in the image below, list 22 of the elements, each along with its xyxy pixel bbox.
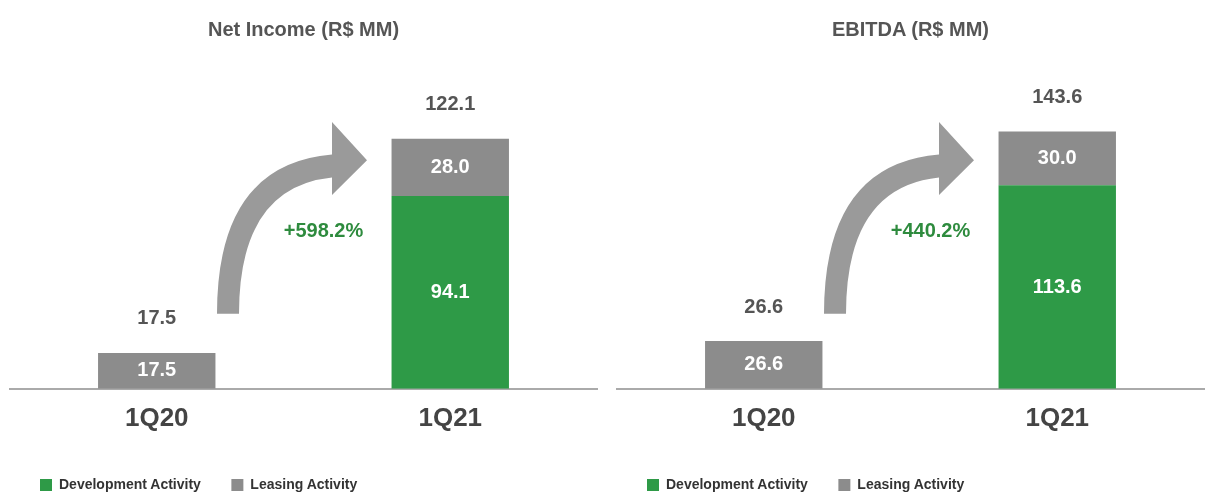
legend-label: Development Activity xyxy=(666,475,809,492)
chart-title: Net Income (R$ MM) xyxy=(207,17,400,40)
annotation: +440.2% xyxy=(890,218,971,241)
x-tick-label: 1Q20 xyxy=(731,401,796,432)
data-label: 113.6 xyxy=(1032,274,1082,297)
data-label: 17.5 xyxy=(137,358,177,381)
chart-title: EBITDA (R$ MM) xyxy=(831,17,990,40)
x-tick-label: 1Q20 xyxy=(124,401,189,432)
x-tick-label: 1Q21 xyxy=(418,401,483,432)
data-label: 26.6 xyxy=(744,352,784,375)
total-label: 143.6 xyxy=(1032,84,1083,107)
legend-label: Leasing Activity xyxy=(857,475,965,492)
total-label: 122.1 xyxy=(425,92,476,115)
x-tick-label: 1Q21 xyxy=(1025,401,1090,432)
data-label: 30.0 xyxy=(1037,145,1077,168)
data-label: 28.0 xyxy=(430,154,470,177)
annotation: +598.2% xyxy=(283,218,364,241)
legend-label: Development Activity xyxy=(59,475,202,492)
data-label: 94.1 xyxy=(430,279,470,302)
total-label: 17.5 xyxy=(137,306,177,329)
legend-label: Leasing Activity xyxy=(250,475,358,492)
total-label: 26.6 xyxy=(744,294,784,317)
